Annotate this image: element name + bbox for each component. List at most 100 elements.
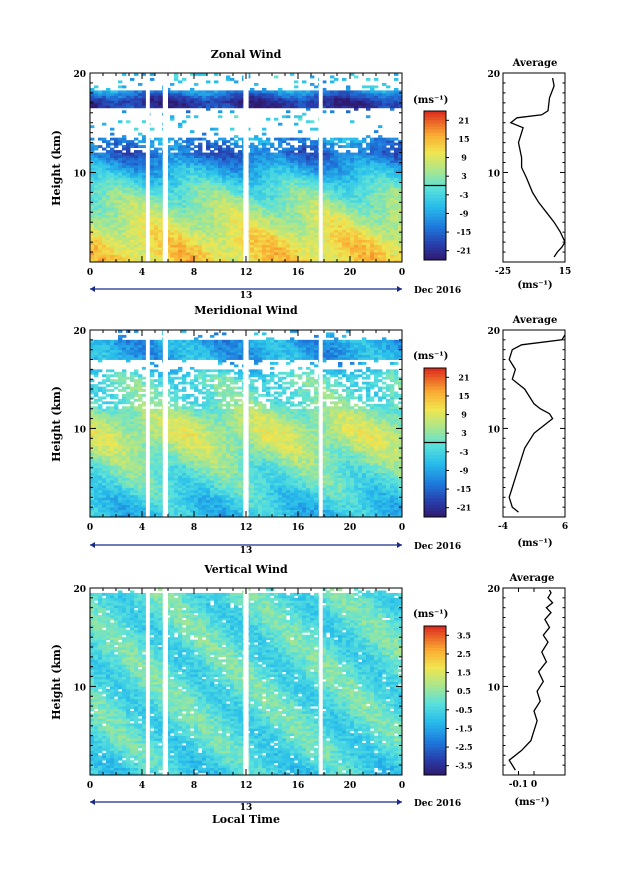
- heatmap-cell: [206, 234, 211, 238]
- heatmap-cell: [90, 465, 95, 469]
- heatmap-cell: [250, 232, 255, 236]
- heatmap-cell: [226, 242, 231, 245]
- heatmap-cell: [238, 152, 243, 156]
- heatmap-cell: [346, 165, 351, 168]
- heatmap-cell: [210, 172, 215, 176]
- heatmap-cell: [158, 197, 163, 201]
- heatmap-cell: [194, 212, 199, 216]
- heatmap-cell: [374, 207, 379, 211]
- heatmap-cell: [202, 155, 207, 158]
- heatmap-cell: [334, 202, 339, 206]
- heatmap-cell: [350, 249, 355, 253]
- heatmap-cell: [178, 204, 183, 208]
- heatmap-cell: [134, 212, 139, 216]
- heatmap-cell: [98, 413, 103, 417]
- heatmap-cell: [118, 155, 123, 158]
- heatmap-cell: [126, 177, 131, 181]
- heatmap-cell: [126, 172, 131, 176]
- heatmap-cell: [238, 239, 243, 243]
- heatmap-cell: [342, 177, 347, 181]
- heatmap-cell: [298, 182, 303, 186]
- heatmap-cell: [226, 244, 231, 248]
- heatmap-cell: [182, 182, 187, 186]
- heatmap-cell: [122, 140, 127, 144]
- heatmap-cell: [354, 137, 359, 141]
- heatmap-cell: [234, 197, 239, 201]
- heatmap-cell: [338, 214, 343, 218]
- heatmap-cell: [166, 202, 171, 206]
- heatmap-cell: [90, 487, 95, 491]
- heatmap-cell: [114, 217, 119, 221]
- heatmap-cell: [234, 237, 239, 241]
- heatmap-cell: [306, 209, 311, 213]
- heatmap-cell: [174, 224, 179, 228]
- heatmap-cell: [286, 202, 291, 206]
- heatmap-cell: [266, 219, 271, 223]
- heatmap-cell: [218, 97, 223, 101]
- heatmap-cell: [342, 244, 347, 248]
- heatmap-cell: [306, 259, 311, 262]
- heatmap-cell: [182, 184, 187, 188]
- heatmap-cell: [330, 90, 335, 94]
- heatmap-cell: [166, 194, 171, 198]
- heatmap-cell: [150, 77, 155, 81]
- heatmap-cell: [230, 197, 235, 201]
- heatmap-cell: [294, 259, 299, 262]
- heatmap-cell: [306, 184, 311, 188]
- colorbar-segment: [424, 157, 446, 162]
- heatmap-cell: [230, 92, 235, 96]
- heatmap-cell: [378, 247, 383, 250]
- heatmap-cell: [230, 147, 235, 151]
- heatmap-cell: [266, 197, 271, 201]
- heatmap-cell: [122, 199, 127, 203]
- heatmap-cell: [178, 174, 183, 178]
- heatmap-cell: [166, 229, 171, 233]
- heatmap-cell: [170, 209, 175, 213]
- heatmap-cell: [310, 212, 315, 216]
- heatmap-cell: [354, 197, 359, 201]
- heatmap-cell: [142, 232, 147, 236]
- heatmap-cell: [386, 150, 391, 153]
- heatmap-cell: [366, 222, 371, 226]
- heatmap-cell: [322, 224, 327, 228]
- heatmap-cell: [98, 187, 103, 191]
- heatmap-cell: [270, 254, 275, 258]
- heatmap-cell: [118, 197, 123, 201]
- heatmap-cell: [178, 184, 183, 188]
- heatmap-cell: [238, 227, 243, 231]
- heatmap-cell: [218, 147, 223, 151]
- heatmap-cell: [398, 184, 402, 188]
- heatmap-cell: [94, 389, 99, 392]
- heatmap-cell: [262, 174, 267, 178]
- heatmap-cell: [290, 257, 295, 260]
- heatmap-cell: [90, 160, 95, 163]
- heatmap-cell: [158, 259, 163, 262]
- heatmap-cell: [194, 194, 199, 198]
- heatmap-cell: [366, 157, 371, 161]
- heatmap-cell: [390, 184, 395, 188]
- heatmap-cell: [90, 172, 95, 176]
- heatmap-cell: [398, 222, 402, 226]
- heatmap-cell: [98, 160, 103, 163]
- heatmap-cell: [346, 232, 351, 236]
- heatmap-cell: [382, 237, 387, 241]
- heatmap-cell: [114, 227, 119, 231]
- heatmap-cell: [190, 169, 195, 173]
- heatmap-cell: [374, 155, 379, 158]
- heatmap-cell: [294, 204, 299, 208]
- heatmap-cell: [290, 237, 295, 241]
- heatmap-cell: [102, 423, 107, 427]
- heatmap-cell: [138, 155, 143, 158]
- heatmap-cell: [314, 105, 319, 109]
- heatmap-cell: [290, 184, 295, 188]
- heatmap-cell: [346, 247, 351, 250]
- heatmap-cell: [98, 497, 103, 501]
- heatmap-cell: [374, 242, 379, 245]
- heatmap-cell: [98, 347, 103, 351]
- heatmap-cell: [190, 167, 195, 171]
- heatmap-cell: [118, 249, 123, 253]
- heatmap-cell: [90, 145, 95, 149]
- heatmap-cell: [282, 212, 287, 216]
- heatmap-cell: [94, 485, 99, 488]
- heatmap-cell: [382, 219, 387, 223]
